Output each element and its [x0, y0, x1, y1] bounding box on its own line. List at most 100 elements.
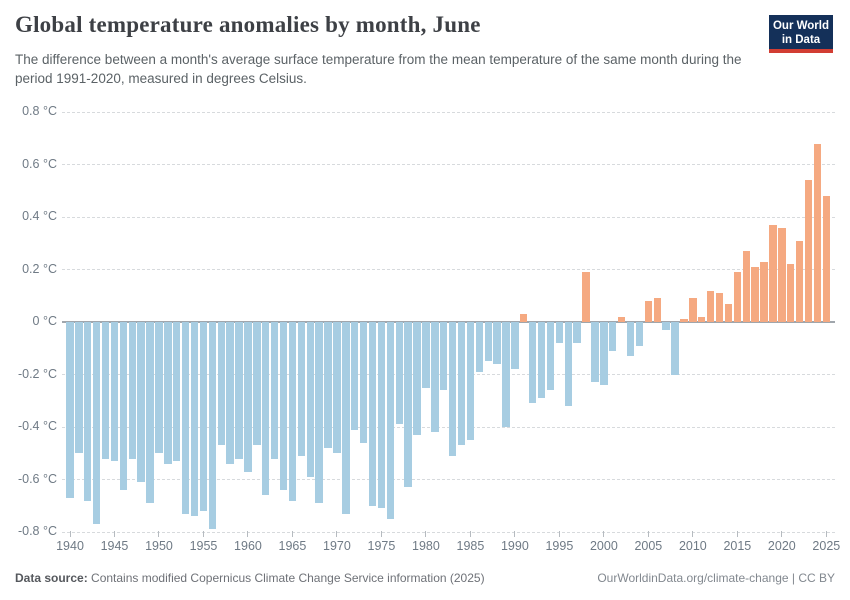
bar-1956[interactable]	[208, 322, 217, 530]
bar-1951[interactable]	[164, 322, 172, 464]
bar-1941[interactable]	[75, 322, 83, 454]
bar-1955[interactable]	[199, 322, 208, 511]
x-tick	[425, 531, 427, 537]
bar-1983[interactable]	[448, 322, 457, 456]
owid-link[interactable]: OurWorldinData.org/climate-change | CC B…	[597, 571, 835, 585]
bar-1987[interactable]	[484, 322, 492, 362]
x-axis-label: 2025	[812, 539, 841, 553]
bar-1968[interactable]	[315, 322, 323, 504]
bar-1993[interactable]	[537, 322, 546, 399]
bar-1978[interactable]	[404, 322, 412, 488]
bar-2019[interactable]	[769, 224, 777, 322]
bar-2022[interactable]	[795, 240, 804, 322]
owid-logo[interactable]: Our World in Data	[769, 15, 833, 53]
bar-2010[interactable]	[689, 298, 697, 322]
zero-axis-line	[62, 321, 835, 323]
bar-1959[interactable]	[235, 322, 243, 459]
bar-1965[interactable]	[288, 322, 297, 501]
bar-1961[interactable]	[253, 322, 261, 446]
bar-1980[interactable]	[422, 322, 430, 388]
bar-1953[interactable]	[181, 322, 190, 514]
bar-1949[interactable]	[146, 322, 154, 504]
bar-1981[interactable]	[431, 322, 439, 433]
bar-2016[interactable]	[742, 251, 750, 322]
y-axis-label: 0.4 °C	[22, 209, 57, 223]
bar-1995[interactable]	[555, 322, 564, 343]
bar-2018[interactable]	[760, 261, 768, 322]
bar-1960[interactable]	[244, 322, 252, 472]
x-axis-label: 1985	[456, 539, 485, 553]
bar-2011[interactable]	[698, 316, 706, 322]
bar-2020[interactable]	[778, 227, 786, 322]
bar-1971[interactable]	[342, 322, 350, 514]
bar-2002[interactable]	[617, 316, 626, 322]
bar-1950[interactable]	[155, 322, 163, 454]
bar-2000[interactable]	[600, 322, 608, 385]
bar-1942[interactable]	[84, 322, 92, 501]
bar-2021[interactable]	[787, 264, 795, 322]
bar-2009[interactable]	[680, 319, 688, 322]
bar-1972[interactable]	[351, 322, 359, 430]
bar-1963[interactable]	[270, 322, 279, 459]
bar-2025[interactable]	[822, 196, 831, 322]
bar-2024[interactable]	[813, 143, 822, 322]
bar-1964[interactable]	[279, 322, 288, 490]
bar-2015[interactable]	[733, 272, 742, 322]
bar-1974[interactable]	[368, 322, 377, 506]
bar-1994[interactable]	[546, 322, 555, 391]
bar-1988[interactable]	[493, 322, 501, 364]
bar-2012[interactable]	[706, 290, 715, 322]
data-source-text: Contains modified Copernicus Climate Cha…	[87, 571, 485, 585]
bar-1948[interactable]	[137, 322, 145, 483]
x-tick	[647, 531, 649, 537]
bar-1982[interactable]	[440, 322, 448, 391]
bar-1992[interactable]	[528, 322, 537, 404]
bar-1952[interactable]	[173, 322, 181, 462]
bar-1984[interactable]	[457, 322, 466, 446]
bar-2003[interactable]	[626, 322, 635, 357]
bar-1989[interactable]	[502, 322, 510, 427]
bar-2007[interactable]	[662, 322, 670, 330]
bar-2023[interactable]	[804, 180, 813, 322]
bar-1940[interactable]	[66, 322, 74, 498]
bar-1967[interactable]	[306, 322, 314, 477]
bar-1976[interactable]	[386, 322, 395, 519]
bar-1999[interactable]	[591, 322, 599, 383]
bar-2001[interactable]	[609, 322, 617, 351]
chart-subtitle: The difference between a month's average…	[15, 52, 742, 86]
bar-1944[interactable]	[101, 322, 110, 459]
bar-2017[interactable]	[751, 266, 759, 322]
bar-1946[interactable]	[119, 322, 128, 490]
bar-1985[interactable]	[466, 322, 475, 441]
bar-2006[interactable]	[653, 298, 661, 322]
bar-2014[interactable]	[724, 303, 733, 322]
y-axis-label: -0.4 °C	[17, 419, 57, 433]
bar-1986[interactable]	[475, 322, 483, 372]
bar-1991[interactable]	[520, 314, 528, 322]
bar-1977[interactable]	[395, 322, 403, 425]
bar-1975[interactable]	[377, 322, 386, 509]
bar-1966[interactable]	[297, 322, 306, 456]
bar-1979[interactable]	[413, 322, 421, 435]
x-tick	[558, 531, 560, 537]
bar-1943[interactable]	[92, 322, 101, 525]
bar-1990[interactable]	[511, 322, 519, 370]
bar-1970[interactable]	[333, 322, 341, 454]
bar-1954[interactable]	[190, 322, 199, 517]
bar-1973[interactable]	[359, 322, 368, 443]
bar-1962[interactable]	[262, 322, 270, 496]
x-axis-label: 1995	[545, 539, 574, 553]
bar-1947[interactable]	[128, 322, 136, 459]
bar-2008[interactable]	[671, 322, 679, 375]
bar-1969[interactable]	[324, 322, 332, 448]
bar-1997[interactable]	[573, 322, 581, 343]
x-axis-label: 2015	[723, 539, 752, 553]
bar-1998[interactable]	[582, 272, 590, 322]
bar-1945[interactable]	[110, 322, 119, 462]
bar-1996[interactable]	[564, 322, 572, 406]
bar-1957[interactable]	[217, 322, 225, 446]
bar-1958[interactable]	[226, 322, 234, 464]
bar-2004[interactable]	[635, 322, 644, 346]
bar-2013[interactable]	[715, 293, 724, 322]
bar-2005[interactable]	[644, 301, 653, 322]
